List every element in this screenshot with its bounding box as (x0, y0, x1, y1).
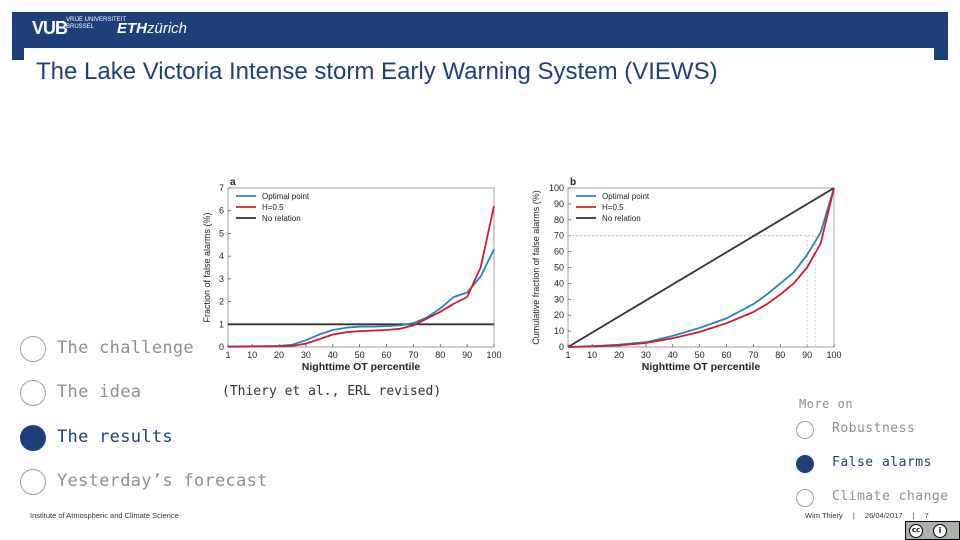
footer-page-number: 7 (924, 511, 929, 520)
eth-logo-bold: ETH (117, 20, 147, 37)
x-tick-label: 20 (614, 350, 624, 360)
y-axis-label: Fraction of false alarms (%) (202, 212, 212, 322)
y-tick-label: 2 (219, 297, 224, 307)
y-tick-label: 100 (549, 183, 564, 193)
more-on-heading: More on (799, 397, 854, 411)
x-tick-label: 40 (668, 350, 678, 360)
x-tick-label: 100 (826, 350, 841, 360)
nav-bullet-icon (20, 336, 46, 362)
series-line-h-0-5 (567, 187, 835, 348)
y-tick-label: 10 (554, 326, 564, 336)
x-tick-label: 70 (748, 350, 758, 360)
x-axis-label: Nighttime OT percentile (642, 361, 761, 373)
footer-institute: Institute of Atmospheric and Climate Sci… (30, 511, 179, 520)
x-tick-label: 60 (382, 350, 392, 360)
more-on-label: False alarms (832, 455, 932, 470)
nav-label: Yesterday’s forecast (57, 471, 268, 491)
legend-label: Optimal point (602, 192, 650, 201)
nav-label: The idea (57, 382, 142, 402)
x-tick-label: 50 (695, 350, 705, 360)
legend-label: No relation (262, 214, 301, 223)
series-line-h-0-5 (227, 206, 495, 348)
y-tick-label: 20 (554, 310, 564, 320)
cc-icon: cc (909, 524, 923, 538)
x-tick-label: 100 (486, 350, 501, 360)
more-on-label: Climate change (832, 489, 949, 504)
series-line-optimal-point (227, 248, 495, 348)
eth-logo: ETHzürich (117, 20, 187, 37)
panel-letter: b (570, 177, 576, 188)
vub-logo: VUB (32, 18, 68, 38)
y-axis-label: Cumulative fraction of false alarms (%) (531, 190, 541, 345)
y-tick-label: 4 (219, 251, 224, 261)
x-tick-label: 80 (775, 350, 785, 360)
nav-bullet-icon (20, 469, 46, 495)
series-line-no-relation (567, 187, 835, 348)
cc-license-badge[interactable]: cc i (905, 521, 960, 540)
nav-bullet-icon (20, 380, 46, 406)
citation: (Thiery et al., ERL revised) (222, 384, 442, 399)
x-tick-label: 90 (802, 350, 812, 360)
more-on-bullet-icon (796, 421, 814, 439)
x-tick-label: 50 (355, 350, 365, 360)
legend-label: Optimal point (262, 192, 310, 201)
y-tick-label: 50 (554, 263, 564, 273)
y-tick-label: 7 (219, 183, 224, 193)
x-tick-label: 80 (435, 350, 445, 360)
y-tick-label: 1 (219, 319, 224, 329)
y-tick-label: 6 (219, 206, 224, 216)
x-tick-label: 20 (274, 350, 284, 360)
y-tick-label: 70 (554, 231, 564, 241)
vub-logo-subtitle: VRIJE UNIVERSITEIT BRUSSEL (66, 17, 126, 30)
footer-author: Wim Thiery (805, 511, 843, 520)
y-tick-label: 30 (554, 294, 564, 304)
page-title: The Lake Victoria Intense storm Early Wa… (36, 58, 718, 85)
x-tick-label: 30 (641, 350, 651, 360)
legend-label: H=0.5 (262, 203, 284, 212)
nav-label: The challenge (57, 338, 194, 358)
x-tick-label: 30 (301, 350, 311, 360)
footer-meta: Wim Thiery | 26/04/2017 | 7 (805, 511, 933, 520)
y-tick-label: 0 (559, 342, 564, 352)
plot-frame (227, 187, 495, 348)
x-axis-label: Nighttime OT percentile (302, 361, 421, 373)
panel-letter: a (230, 177, 236, 188)
by-icon: i (933, 524, 947, 538)
footer-separator: | (852, 511, 855, 520)
nav-bullet-active-icon (20, 425, 46, 451)
legend-label: No relation (602, 214, 641, 223)
x-tick-label: 40 (328, 350, 338, 360)
y-tick-label: 40 (554, 278, 564, 288)
footer-separator: | (912, 511, 915, 520)
header-divider (24, 48, 934, 62)
x-tick-label: 10 (587, 350, 597, 360)
x-tick-label: 1 (565, 350, 570, 360)
x-tick-label: 60 (722, 350, 732, 360)
nav-label: The results (57, 427, 173, 447)
x-tick-label: 90 (462, 350, 472, 360)
x-tick-label: 1 (225, 350, 230, 360)
legend-label: H=0.5 (602, 203, 624, 212)
y-tick-label: 0 (219, 342, 224, 352)
y-tick-label: 60 (554, 247, 564, 257)
y-tick-label: 3 (219, 274, 224, 284)
eth-logo-light: zürich (147, 20, 188, 37)
more-on-label: Robustness (832, 421, 916, 436)
x-tick-label: 70 (408, 350, 418, 360)
y-tick-label: 80 (554, 215, 564, 225)
x-tick-label: 10 (247, 350, 257, 360)
y-tick-label: 90 (554, 199, 564, 209)
more-on-bullet-icon (796, 489, 814, 507)
y-tick-label: 5 (219, 228, 224, 238)
more-on-bullet-active-icon (796, 455, 814, 473)
footer-date: 26/04/2017 (864, 511, 903, 520)
